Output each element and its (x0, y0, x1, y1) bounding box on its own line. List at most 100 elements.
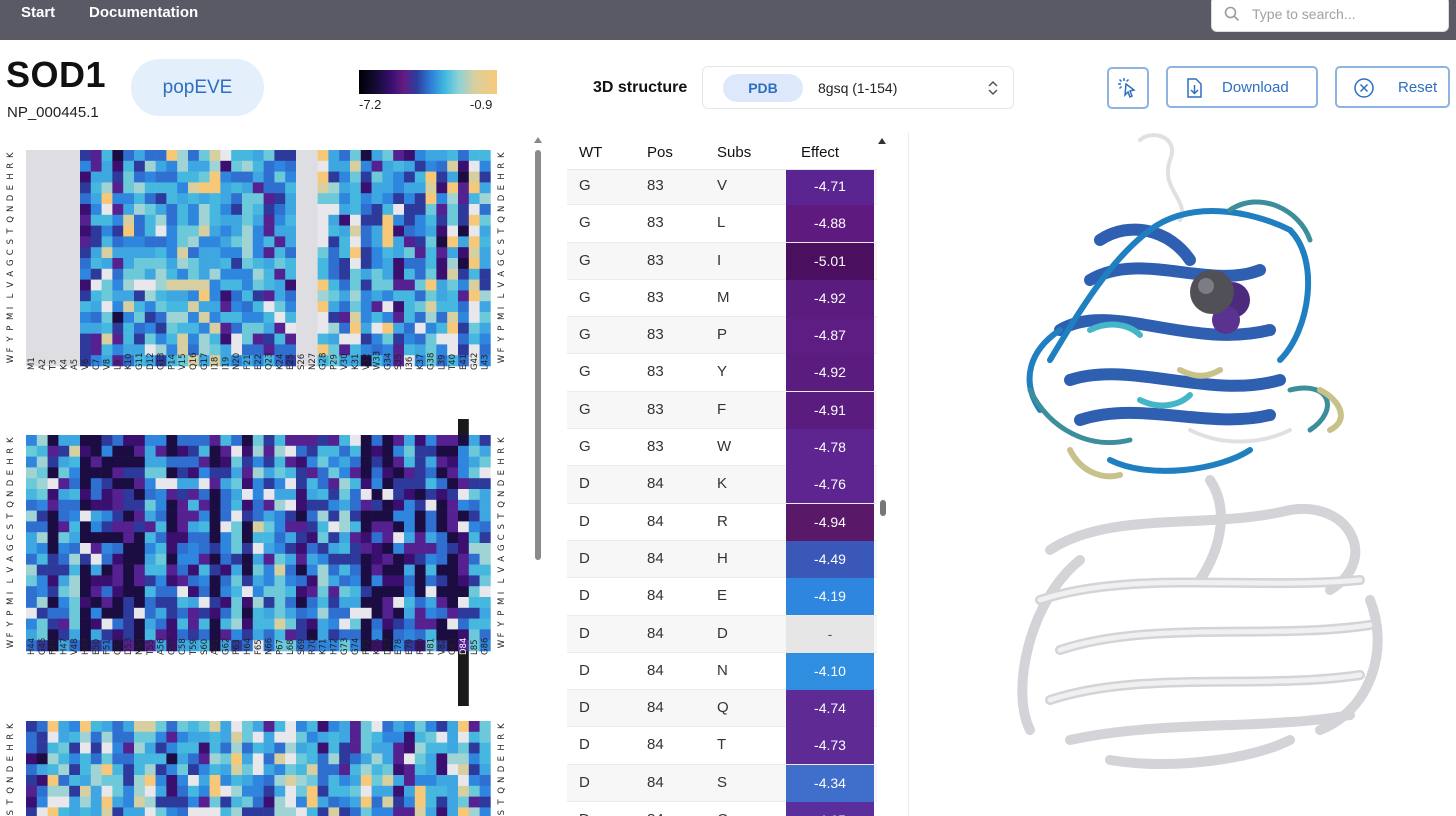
heatmap-cell[interactable] (166, 171, 178, 183)
heatmap-cell[interactable] (242, 785, 254, 797)
heatmap-cell[interactable] (274, 344, 286, 356)
heatmap-cell[interactable] (393, 290, 405, 302)
heatmap-cell[interactable] (101, 785, 113, 797)
heatmap-cell[interactable] (436, 150, 448, 162)
heatmap-cell[interactable] (198, 499, 210, 511)
heatmap-cell[interactable] (155, 355, 167, 367)
heatmap-cell[interactable] (479, 553, 491, 565)
table-scrollbar[interactable] (880, 500, 886, 516)
heatmap-cell[interactable] (80, 467, 92, 479)
heatmap-cell[interactable] (468, 775, 480, 787)
heatmap-cell[interactable] (404, 764, 416, 776)
heatmap-cell[interactable] (393, 301, 405, 313)
heatmap-cell[interactable] (220, 564, 232, 576)
heatmap-cell[interactable] (414, 322, 426, 334)
heatmap-cell[interactable] (274, 510, 286, 522)
heatmap-cell[interactable] (382, 742, 394, 754)
heatmap-cell[interactable] (436, 182, 448, 194)
heatmap-cell[interactable] (296, 268, 308, 280)
heatmap-cell[interactable] (479, 532, 491, 544)
heatmap-cell[interactable] (317, 467, 329, 479)
heatmap-cell[interactable] (144, 268, 156, 280)
heatmap-cell[interactable] (285, 796, 297, 808)
heatmap-cell[interactable] (220, 456, 232, 468)
heatmap-cell[interactable] (458, 564, 470, 576)
heatmap-cell[interactable] (263, 445, 275, 457)
heatmap-cell[interactable] (134, 258, 146, 270)
heatmap-cell[interactable] (468, 204, 480, 216)
heatmap-cell[interactable] (404, 597, 416, 609)
heatmap-cell[interactable] (231, 532, 243, 544)
heatmap-cell[interactable] (112, 268, 124, 280)
heatmap-cell[interactable] (425, 236, 437, 248)
heatmap-cell[interactable] (285, 236, 297, 248)
heatmap-cell[interactable] (404, 731, 416, 743)
heatmap-cell[interactable] (436, 268, 448, 280)
heatmap-cell[interactable] (468, 607, 480, 619)
heatmap-cell[interactable] (26, 532, 38, 544)
heatmap-cell[interactable] (155, 171, 167, 183)
heatmap-cell[interactable] (123, 355, 135, 367)
heatmap-cell[interactable] (26, 597, 38, 609)
heatmap-cell[interactable] (90, 258, 102, 270)
heatmap-cell[interactable] (177, 543, 189, 555)
heatmap-cell[interactable] (177, 521, 189, 533)
heatmap-cell[interactable] (242, 742, 254, 754)
heatmap-cell[interactable] (188, 279, 200, 291)
heatmap-cell[interactable] (209, 640, 221, 652)
heatmap-cell[interactable] (58, 640, 70, 652)
heatmap-cell[interactable] (188, 796, 200, 808)
select-residue-button[interactable] (1107, 67, 1149, 109)
heatmap-cell[interactable] (382, 597, 394, 609)
heatmap-cell[interactable] (371, 225, 383, 237)
heatmap-cell[interactable] (414, 618, 426, 630)
heatmap-cell[interactable] (458, 721, 470, 733)
heatmap-cell[interactable] (274, 807, 286, 816)
heatmap-cell[interactable] (263, 478, 275, 490)
heatmap-cell[interactable] (242, 721, 254, 733)
heatmap-cell[interactable] (382, 796, 394, 808)
heatmap-cell[interactable] (404, 553, 416, 565)
heatmap-cell[interactable] (144, 160, 156, 172)
heatmap-cell[interactable] (69, 796, 81, 808)
heatmap-cell[interactable] (468, 564, 480, 576)
heatmap-cell[interactable] (58, 499, 70, 511)
heatmap-cell[interactable] (198, 731, 210, 743)
heatmap-cell[interactable] (360, 775, 372, 787)
heatmap-cell[interactable] (371, 586, 383, 598)
heatmap-cell[interactable] (101, 247, 113, 259)
heatmap-cell[interactable] (328, 564, 340, 576)
heatmap-cell[interactable] (231, 607, 243, 619)
heatmap-cell[interactable] (468, 575, 480, 587)
heatmap-cell[interactable] (144, 225, 156, 237)
heatmap-cell[interactable] (177, 796, 189, 808)
heatmap-cell[interactable] (101, 290, 113, 302)
heatmap-cell[interactable] (69, 214, 81, 226)
heatmap-cell[interactable] (231, 182, 243, 194)
heatmap-cell[interactable] (90, 478, 102, 490)
heatmap-cell[interactable] (371, 160, 383, 172)
heatmap-cell[interactable] (425, 355, 437, 367)
heatmap-cell[interactable] (26, 258, 38, 270)
heatmap-cell[interactable] (317, 564, 329, 576)
heatmap-cell[interactable] (177, 478, 189, 490)
heatmap-cell[interactable] (177, 312, 189, 324)
heatmap-cell[interactable] (479, 721, 491, 733)
heatmap-cell[interactable] (134, 753, 146, 765)
heatmap-cell[interactable] (80, 532, 92, 544)
heatmap-cell[interactable] (263, 301, 275, 313)
heatmap-cell[interactable] (263, 160, 275, 172)
heatmap-cell[interactable] (371, 182, 383, 194)
heatmap-cell[interactable] (414, 543, 426, 555)
heatmap-cell[interactable] (436, 532, 448, 544)
heatmap-cell[interactable] (393, 489, 405, 501)
heatmap-cell[interactable] (404, 618, 416, 630)
heatmap-cell[interactable] (80, 742, 92, 754)
heatmap-cell[interactable] (447, 807, 459, 816)
heatmap-cell[interactable] (144, 150, 156, 162)
heatmap-cell[interactable] (134, 775, 146, 787)
heatmap-cell[interactable] (414, 607, 426, 619)
heatmap-cell[interactable] (414, 301, 426, 313)
heatmap-cell[interactable] (404, 521, 416, 533)
heatmap-cell[interactable] (231, 322, 243, 334)
